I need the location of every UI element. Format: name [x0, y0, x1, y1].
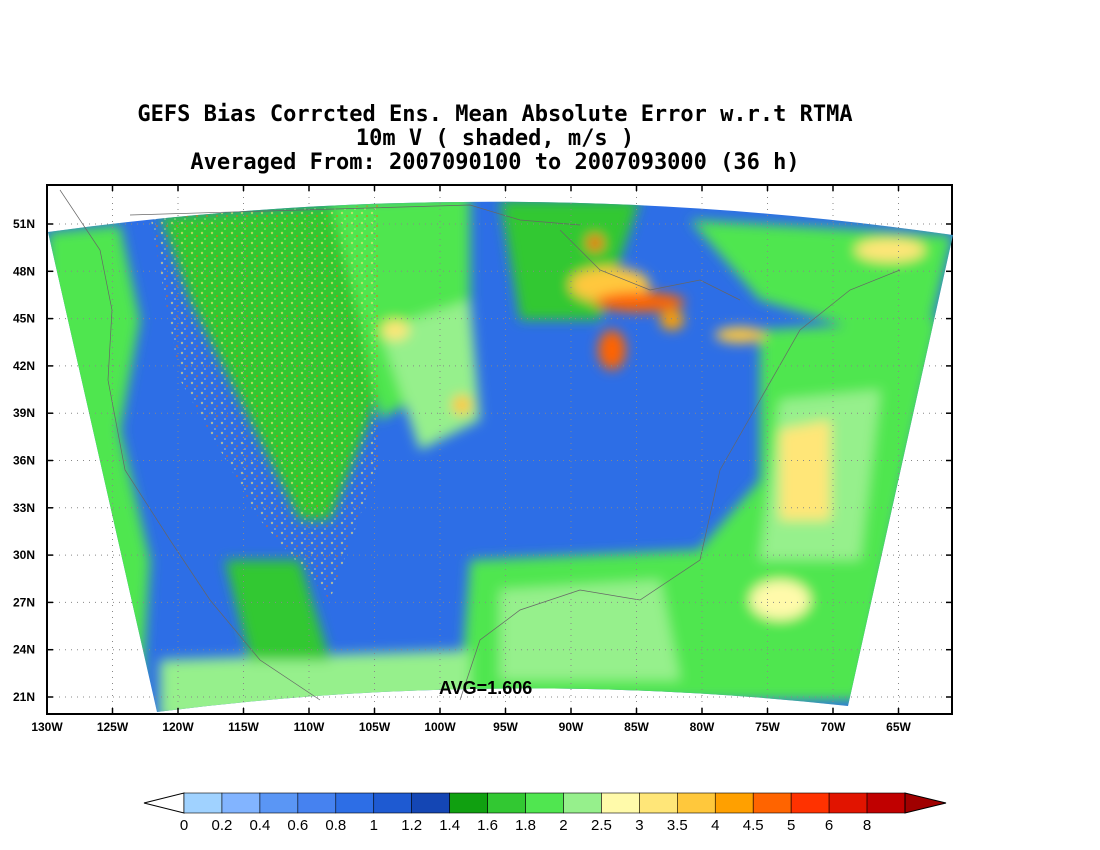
lat-tick-label: 51N [13, 217, 35, 231]
colorbar-label: 1.8 [515, 817, 536, 834]
lat-tick-label: 30N [13, 548, 35, 562]
lon-tick-label: 80W [690, 720, 715, 734]
title-line-2: 10m V ( shaded, m/s ) [355, 126, 635, 151]
lat-tick-label: 45N [13, 312, 35, 326]
lon-tick-label: 125W [97, 720, 129, 734]
colorbar-label: 1 [370, 817, 378, 834]
colorbar-swatch [373, 792, 412, 814]
colorbar-swatch [259, 792, 299, 814]
colorbar-label: 0.6 [287, 817, 308, 834]
boundary-lines [59, 189, 901, 701]
grid-lines [47, 185, 952, 714]
lon-tick-label: 110W [294, 720, 325, 734]
lat-tick-label: 27N [13, 595, 35, 609]
colorbar-swatch [183, 792, 223, 814]
colorbar-swatch [563, 792, 602, 814]
colorbar-label: 1.4 [439, 817, 460, 834]
colorbar-label: 2 [559, 817, 567, 834]
lon-tick-label: 65W [886, 720, 911, 734]
colorbar-swatch [714, 792, 754, 814]
lon-tick-label: 90W [559, 720, 584, 734]
lat-tick-label: 24N [13, 643, 35, 657]
colorbar-label: 0.2 [212, 817, 233, 834]
colorbar-swatch [335, 792, 375, 814]
average-label: AVG=1.606 [439, 678, 532, 698]
colorbar-label: 0.8 [325, 817, 346, 834]
title-line-1: GEFS Bias Corrcted Ens. Mean Absolute Er… [137, 102, 853, 127]
lon-tick-label: 95W [493, 720, 518, 734]
colorbar-swatch [828, 792, 868, 814]
lon-tick-label: 120W [162, 720, 194, 734]
colorbar-swatch [525, 792, 564, 814]
colorbar-label: 1.2 [401, 817, 422, 834]
colorbar-swatch [866, 792, 906, 814]
lon-tick-label: 75W [755, 720, 780, 734]
lat-tick-label: 42N [13, 359, 35, 373]
colorbar-swatch [790, 792, 830, 814]
colorbar-swatch [752, 792, 792, 814]
colorbar-label: 4 [711, 817, 719, 834]
colorbar-label: 1.6 [477, 817, 498, 834]
lat-tick-label: 21N [13, 690, 35, 704]
colorbar-label: 4.5 [743, 817, 764, 834]
lon-tick-label: 130W [31, 720, 63, 734]
colorbar-swatch [487, 792, 526, 814]
lon-tick-label: 70W [821, 720, 846, 734]
colorbar-label: 3 [635, 817, 643, 834]
colorbar-over-arrow [904, 792, 947, 814]
lat-tick-label: 33N [13, 501, 35, 515]
lat-tick-label: 48N [13, 264, 35, 278]
colorbar-label: 5 [787, 817, 795, 834]
colorbar-label: 2.5 [591, 817, 612, 834]
longitude-axis: 130W 125W 120W 115W 110W 105W 100W 95W 90W 85W 80W… [31, 185, 912, 734]
colorbar-label: 0.4 [249, 817, 270, 834]
lon-tick-label: 105W [359, 720, 391, 734]
colorbar-swatch [449, 792, 488, 814]
colorbar-swatch [601, 792, 640, 814]
latitude-axis: 51N 48N 45N 42N 39N 36N 33N 30N 27N 24N 21N [13, 217, 952, 704]
colorbar-swatch [639, 792, 678, 814]
colorbar-label: 8 [863, 817, 871, 834]
colorbar-label: 0 [180, 817, 188, 834]
lon-tick-label: 100W [424, 720, 456, 734]
colorbar-swatch [411, 792, 450, 814]
colorbar: 0 0.2 0.4 0.6 0.8 1 1.2 1.4 1.6 1.8 2 2.5 3 3.5 4 4.5 5 6… [143, 792, 947, 834]
colorbar-swatch [677, 792, 716, 814]
title-line-3: Averaged From: 2007090100 to 2007093000 … [190, 150, 800, 175]
colorbar-swatch [221, 792, 261, 814]
colorbar-label: 6 [825, 817, 833, 834]
colorbar-label: 3.5 [667, 817, 688, 834]
lon-tick-label: 115W [228, 720, 259, 734]
lat-tick-label: 39N [13, 406, 35, 420]
lon-tick-label: 85W [624, 720, 649, 734]
lat-tick-label: 36N [13, 454, 35, 468]
colorbar-swatch [297, 792, 337, 814]
colorbar-under-arrow [143, 792, 185, 814]
